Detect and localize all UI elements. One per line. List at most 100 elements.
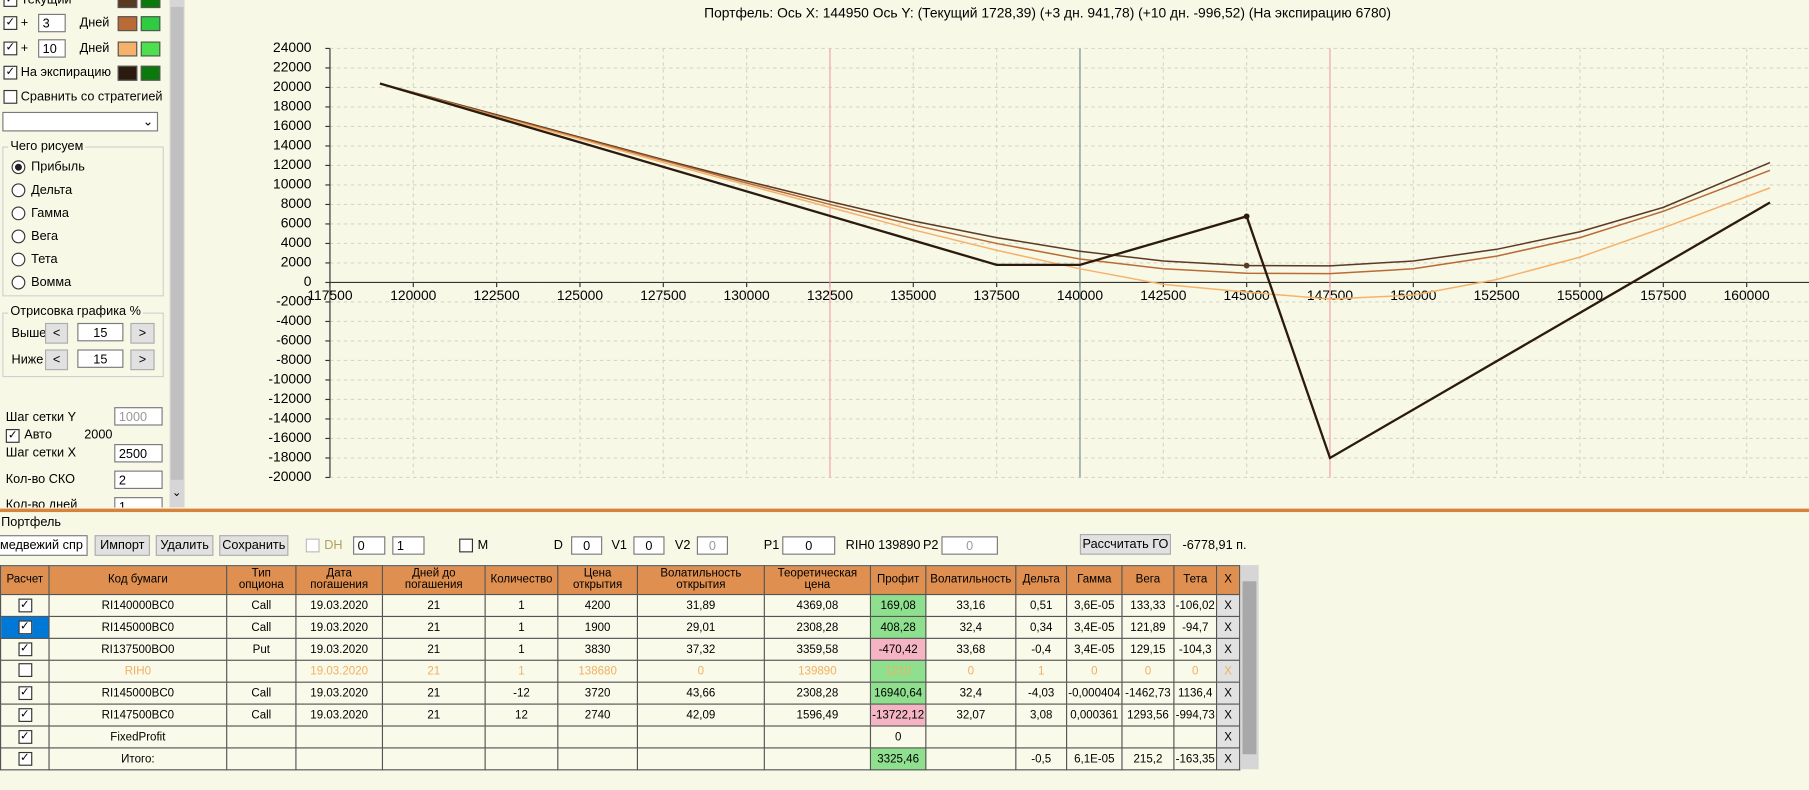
cell: 215,2 xyxy=(1121,747,1175,771)
scrollbar[interactable] xyxy=(1240,565,1259,770)
radio[interactable] xyxy=(11,183,26,198)
y-tick-label: 4000 xyxy=(281,234,312,250)
delete-button[interactable]: X xyxy=(1215,681,1241,705)
scrollbar[interactable]: ⌄ xyxy=(169,0,185,508)
color-swatch[interactable] xyxy=(117,41,138,57)
checkbox[interactable]: ✓ xyxy=(3,16,18,30)
cell: 3,4E-05 xyxy=(1066,615,1123,639)
checkbox[interactable]: ✓ xyxy=(17,642,32,657)
cell: 1900 xyxy=(557,615,638,639)
y-tick-label: 16000 xyxy=(273,117,312,133)
checkbox[interactable]: ✓ xyxy=(3,41,18,56)
checkbox[interactable] xyxy=(17,662,32,677)
cell: -12 xyxy=(484,681,559,705)
color-swatch[interactable] xyxy=(140,41,161,57)
spinner[interactable]: 1 xyxy=(392,536,425,555)
checkbox[interactable]: ✓ xyxy=(17,730,32,744)
cell: 3325,46 xyxy=(869,747,927,771)
delete-button[interactable]: X xyxy=(1215,659,1241,683)
cell: 0,000361 xyxy=(1066,703,1123,727)
checkbox[interactable]: ✓ xyxy=(3,65,18,80)
cell: 21 xyxy=(381,659,486,683)
cell: 1 xyxy=(1015,659,1068,683)
y-tick-label: -18000 xyxy=(268,449,311,465)
button[interactable]: Сохранить xyxy=(219,535,289,556)
color-swatch[interactable] xyxy=(140,16,161,32)
button[interactable]: < xyxy=(44,322,69,344)
color-swatch[interactable] xyxy=(117,65,138,81)
checkbox[interactable]: ✓ xyxy=(17,620,32,635)
series-line xyxy=(379,82,1771,275)
cell: Call xyxy=(226,615,297,639)
button[interactable]: Удалить xyxy=(155,535,214,556)
y-tick-label: 8000 xyxy=(281,195,312,211)
input[interactable]: 15 xyxy=(77,322,124,342)
x-tick-label: 122500 xyxy=(474,287,520,303)
button[interactable]: < xyxy=(44,349,69,371)
input[interactable]: 0 xyxy=(941,536,998,555)
input[interactable]: 3 xyxy=(38,13,66,33)
label: Шаг сетки X xyxy=(5,446,77,461)
input[interactable]: 15 xyxy=(77,349,124,368)
delete-button[interactable]: X xyxy=(1215,747,1241,771)
dropdown[interactable]: медвежий спр xyxy=(0,535,88,556)
radio[interactable] xyxy=(11,206,26,221)
label: P2 xyxy=(922,538,939,553)
cell: 3,08 xyxy=(1015,703,1068,727)
cell xyxy=(763,725,872,749)
color-swatch[interactable] xyxy=(140,65,161,81)
button[interactable]: > xyxy=(130,322,155,344)
radio[interactable] xyxy=(11,252,26,267)
cell: 2308,28 xyxy=(763,681,872,705)
delete-button[interactable]: X xyxy=(1215,615,1241,639)
splitter[interactable] xyxy=(0,508,1809,513)
dropdown[interactable]: ⌄ xyxy=(2,111,159,132)
delete-button[interactable]: X xyxy=(1215,725,1241,749)
column-header: X xyxy=(1215,565,1241,596)
table-row: ✓ RI145000BC0 Call 19.03.2020 21 1 1900 29,01 23… xyxy=(0,615,1241,639)
input[interactable]: 0 xyxy=(696,536,728,555)
checkbox[interactable]: ✓ xyxy=(5,429,20,443)
delete-button[interactable]: X xyxy=(1215,703,1241,727)
radio[interactable] xyxy=(11,275,26,290)
color-swatch[interactable] xyxy=(117,0,138,9)
radio[interactable] xyxy=(11,160,26,175)
checkbox[interactable]: ✓ xyxy=(17,686,32,701)
cell: 129,15 xyxy=(1121,637,1175,661)
delete-button[interactable]: X xyxy=(1215,637,1241,661)
input[interactable]: 0 xyxy=(782,536,836,555)
y-tick-label: 24000 xyxy=(273,39,312,55)
input[interactable]: 1000 xyxy=(114,407,163,426)
y-tick-label: 18000 xyxy=(273,98,312,114)
input[interactable]: 0 xyxy=(571,536,603,555)
checkbox[interactable] xyxy=(3,89,18,104)
color-swatch[interactable] xyxy=(117,16,138,32)
table-row: ✓ RI140000BC0 Call 19.03.2020 21 1 4200 31,89 43… xyxy=(0,593,1241,618)
label: DH xyxy=(324,538,343,553)
input[interactable]: 2 xyxy=(114,470,163,489)
checkbox[interactable] xyxy=(459,538,474,553)
checkbox[interactable]: ✓ xyxy=(17,751,32,766)
button[interactable]: Импорт xyxy=(94,535,150,556)
button[interactable]: > xyxy=(130,349,155,371)
cell: 138680 xyxy=(557,659,638,683)
button[interactable]: Рассчитать ГО xyxy=(1079,533,1172,555)
radio[interactable] xyxy=(11,229,26,244)
input[interactable]: 0 xyxy=(633,536,665,555)
spinner[interactable]: 0 xyxy=(353,536,386,555)
table-row: ✓ Итого: 3325,46 -0,5 6,1E-05 215,2 -163,35 X xyxy=(0,747,1241,771)
checkbox[interactable]: ✓ xyxy=(17,598,32,613)
checkbox[interactable]: ✓ xyxy=(3,0,18,7)
input[interactable]: 1 xyxy=(114,497,163,508)
label: V2 xyxy=(674,538,691,553)
checkbox[interactable] xyxy=(305,538,320,553)
cell: 12 xyxy=(484,703,559,727)
label: D xyxy=(553,538,563,553)
color-swatch[interactable] xyxy=(140,0,161,9)
input[interactable]: 2500 xyxy=(114,444,163,463)
label: Дней xyxy=(79,16,110,30)
column-header: Гамма xyxy=(1066,565,1123,596)
delete-button[interactable]: X xyxy=(1215,593,1241,618)
input[interactable]: 10 xyxy=(38,39,66,58)
checkbox[interactable]: ✓ xyxy=(17,708,32,722)
